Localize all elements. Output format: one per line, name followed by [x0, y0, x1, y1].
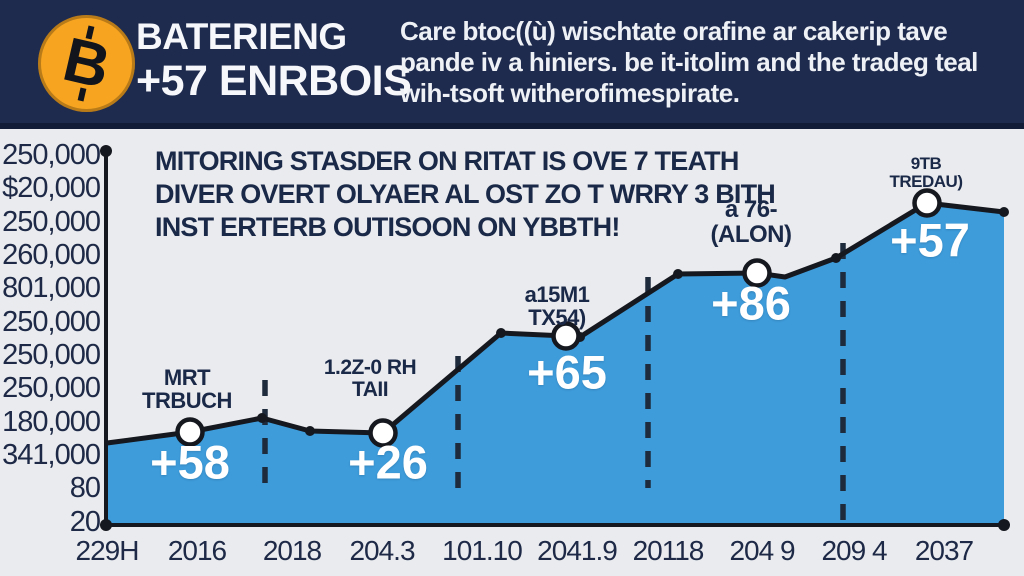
callout-line: 9TB — [910, 154, 942, 173]
callout-line: a 76- — [724, 196, 778, 223]
callout-line: MRT — [163, 365, 211, 390]
y-axis-tick-label: 80 — [69, 472, 101, 504]
callout-line: 1.2Z-0 RH — [323, 356, 417, 379]
y-axis-tick-label: 250,000 — [2, 306, 101, 338]
x-axis-tick-label: 101.10 — [442, 535, 523, 566]
data-point-dot — [496, 328, 506, 338]
y-axis-tick-label: 20 — [69, 506, 101, 538]
data-point-dot — [673, 269, 683, 279]
data-point-marker — [551, 321, 581, 351]
y-axis-tick-label: 260,000 — [2, 239, 101, 271]
x-axis-tick-label: 209 4 — [821, 535, 887, 566]
area-fill — [107, 203, 1004, 525]
x-axis-tick-label: 2041.9 — [537, 535, 618, 566]
callout-line: TX54) — [528, 305, 586, 331]
callout-line: a15M1 — [524, 282, 590, 307]
chart-canvas — [100, 145, 1010, 531]
x-axis-tick-label: 2016 — [167, 535, 227, 566]
y-axis-tick-label: 250,000 — [2, 206, 101, 238]
y-axis-tick-label: 250,000 — [2, 372, 101, 404]
data-point-callout: a 76- (ALON) — [710, 196, 792, 249]
x-axis-tick-label: 229H — [75, 535, 140, 566]
header-paragraph-line: wih-tsoft witherofimespirate. — [400, 78, 740, 108]
data-point-marker — [912, 188, 942, 218]
chart-annotation-line: DIVER OVERT OLYAER AL OST ZO T WRRY 3 BI… — [155, 179, 776, 209]
bitcoin-icon: B — [38, 15, 135, 112]
x-axis-tick-label: 2018 — [262, 535, 322, 566]
callout-line: TAII — [351, 378, 389, 402]
y-axis-tick-label: 250,000 — [2, 339, 101, 371]
callout-line: TRBUCH — [142, 388, 232, 414]
data-point-callout: 1.2Z-0 RH TAII — [323, 356, 417, 402]
data-point-dot — [831, 253, 841, 263]
y-axis-tick-label: $20,000 — [2, 172, 101, 204]
chart-area: MITORING STASDER ON RITAT IS OVE 7 TEATH… — [0, 129, 1024, 576]
data-point-value-label: +57 — [890, 213, 970, 267]
data-point-dot — [999, 207, 1009, 217]
chart-annotation-line: INST ERTERB OUTISOON ON YBBTH! — [155, 212, 620, 242]
header-paragraph-line: Care btoc((ù) wischtate orafine ar caker… — [400, 16, 948, 46]
y-axis-tick-label: 801,000 — [2, 272, 101, 304]
y-axis-tick-label: 341,000 — [2, 439, 101, 471]
header-title-line1: BATERIENG — [136, 16, 347, 57]
x-axis-tick-label: 204.3 — [349, 535, 415, 566]
data-point-value-label: +65 — [527, 345, 607, 399]
header-paragraph-line: pande iv a hiniers. be it-itolim and the… — [400, 47, 978, 77]
data-point-marker — [175, 417, 205, 447]
y-axis-tick-label: 180,000 — [2, 406, 101, 438]
header: B BATERIENG +57 ENRBOIS Care btoc((ù) wi… — [0, 0, 1024, 129]
x-axis-tick-label: 2037 — [914, 535, 974, 566]
axis-end-dot — [100, 519, 112, 531]
header-title: BATERIENG +57 ENRBOIS — [136, 16, 412, 105]
chart-annotation: MITORING STASDER ON RITAT IS OVE 7 TEATH… — [155, 145, 776, 244]
x-axis-tick-label: 20118 — [632, 535, 705, 566]
header-title-line2: +57 ENRBOIS — [136, 57, 412, 105]
data-point-dot — [257, 413, 267, 423]
x-axis-tick-label: 204 9 — [729, 535, 795, 566]
callout-line: (ALON) — [710, 221, 792, 249]
data-point-value-label: +58 — [150, 435, 230, 489]
data-point-callout: MRT TRBUCH — [142, 366, 232, 412]
axis-end-dot — [998, 519, 1010, 531]
axis-end-dot — [100, 145, 112, 157]
callout-line: TREDAU) — [889, 171, 964, 191]
y-axis-tick-label: 250,000 — [2, 139, 101, 171]
data-point-value-label: +26 — [348, 435, 428, 489]
data-point-dot — [305, 426, 315, 436]
header-paragraph: Care btoc((ù) wischtate orafine ar caker… — [400, 16, 1010, 109]
bitcoin-b-glyph: B — [56, 24, 117, 103]
data-point-callout: 9TB TREDAU) — [889, 154, 964, 191]
data-point-callout: a15M1 TX54) — [525, 283, 590, 329]
data-point-marker — [742, 258, 772, 288]
data-point-marker — [368, 418, 398, 448]
data-point-value-label: +86 — [711, 276, 791, 330]
chart-annotation-line: MITORING STASDER ON RITAT IS OVE 7 TEATH — [155, 146, 739, 176]
